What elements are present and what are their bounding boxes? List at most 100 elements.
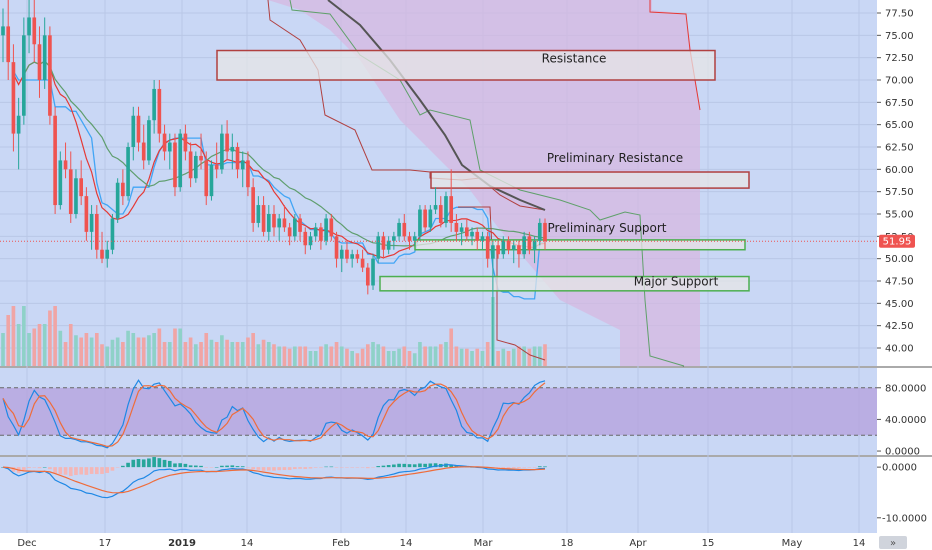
candle-body [16,115,21,134]
candle-body [240,160,245,170]
price-tick-label: 42.50 [885,321,914,332]
macd-histogram-bar [334,467,339,468]
volume-bar [511,348,516,366]
candle-body [282,218,287,228]
macd-histogram-bar [230,465,235,468]
macd-histogram-bar [162,459,167,468]
volume-bar [277,346,282,366]
volume-bar [397,348,401,366]
candle-body [402,222,407,237]
macd-histogram-bar [266,467,271,471]
candle-body [371,258,375,286]
macd-histogram-bar [194,465,198,468]
candle-body [1,26,5,36]
volume-bar [329,346,334,366]
candle-body [251,187,255,223]
candle-body [339,249,344,259]
macd-histogram-bar [319,467,323,468]
macd-tick-label: 0.0000 [882,463,917,474]
time-tick-label: 14 [853,538,866,549]
macd-histogram-bar [543,466,547,468]
volume-bar [386,351,391,366]
volume-bar [167,342,172,366]
candle-body [89,214,94,232]
volume-bar [79,337,83,366]
macd-histogram-bar [141,459,146,468]
volume-bar [459,348,464,366]
macd-histogram-bar [293,467,297,470]
time-tick-label: 18 [561,538,574,549]
volume-bar [392,351,396,366]
price-axis: 77.50 75.00 72.50 70.00 67.50 65.00 62.50 60.00… [877,9,927,524]
macd-histogram-bar [527,467,532,468]
volume-bar [178,328,183,366]
candle-body [360,258,365,268]
volume-bar [209,339,214,366]
volume-bar [42,324,47,366]
candle-body [68,169,73,214]
macd-histogram-bar [376,466,381,468]
macd-pane [1,457,547,499]
price-axis-background [877,0,932,550]
candle-body [256,205,261,223]
price-tick-label: 72.50 [885,53,914,64]
macd-histogram-bar [339,467,344,468]
stoch-d-line [2,382,546,448]
macd-histogram-bar [42,467,47,468]
candle-body [11,62,16,134]
support-resistance-zones: Resistance Preliminary Resistance Prelimin… [216,49,750,292]
volume-bar [251,333,255,366]
volume-bar [501,348,506,366]
price-tick-label: 47.50 [885,277,914,288]
volume-bar [110,339,115,366]
macd-histogram-bar [183,463,188,468]
candle-body [225,133,229,152]
volume-bar [58,330,63,366]
candle-body [115,182,120,219]
time-axis-background [0,533,877,550]
macd-histogram-bar [58,467,63,475]
macd-histogram-bar [11,467,16,472]
volume-bar [313,351,318,366]
macd-histogram-bar [506,467,511,469]
volume-bar [449,328,454,366]
candle-body [433,205,438,210]
scroll-to-latest-button[interactable]: » [879,536,907,549]
macd-histogram-bar [115,467,120,468]
last-price-badge [879,234,915,248]
volume-bar [334,342,339,366]
price-tick-label: 70.00 [885,76,914,87]
macd-histogram-bar [365,467,370,469]
candle-body [303,231,308,246]
volume-bar [240,342,245,366]
candle-body [381,236,386,250]
price-tick-label: 65.00 [885,120,914,131]
macd-histogram-bar [287,467,292,470]
macd-histogram-bar [277,467,282,471]
zone-resistance [216,49,716,81]
macd-histogram-bar [32,467,37,468]
volume-bar [454,346,459,366]
candle-body [345,249,349,259]
volume-bar [22,306,26,366]
candle-body [152,88,156,121]
macd-histogram-bar [423,463,427,468]
ma-slow-line [327,0,546,211]
macd-histogram-bar [402,463,407,468]
candle-body [511,245,516,250]
volume-bar [517,346,521,366]
macd-histogram-bar [74,467,78,476]
volume-bar [444,342,448,366]
volume-bar [32,328,37,366]
volume-bar [230,342,235,366]
volume-bar [68,324,73,366]
price-tick-label: 50.00 [885,254,914,265]
macd-histogram-bar [220,465,224,468]
candle-body [235,147,240,170]
macd-histogram-bar [433,463,438,468]
macd-histogram-bar [392,464,396,468]
macd-histogram-bar [360,467,365,468]
candle-body [79,178,83,197]
volume-bar [16,324,21,366]
macd-histogram-bar [329,466,334,468]
